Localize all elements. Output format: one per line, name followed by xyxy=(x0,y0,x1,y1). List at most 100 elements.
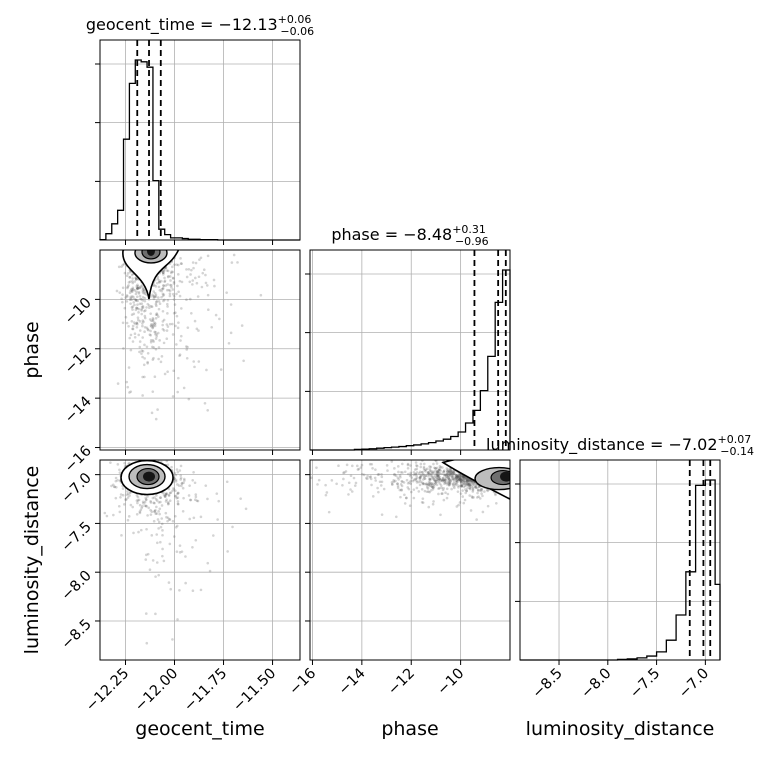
sample-point xyxy=(143,343,146,347)
sample-point xyxy=(378,480,382,484)
sample-point xyxy=(163,495,167,498)
sample-point xyxy=(232,253,236,257)
sample-point xyxy=(118,510,122,514)
sample-point xyxy=(191,279,195,282)
sample-point xyxy=(459,479,463,483)
sample-point xyxy=(174,495,178,498)
sample-point xyxy=(113,485,116,489)
sample-point xyxy=(369,475,372,478)
sample-point xyxy=(161,554,164,558)
sample-point xyxy=(136,499,140,502)
sample-point xyxy=(192,360,196,363)
sample-point xyxy=(360,463,364,467)
sample-point xyxy=(125,300,129,303)
sample-point xyxy=(434,481,437,485)
sample-point xyxy=(429,474,433,477)
sample-point xyxy=(140,297,143,301)
sample-point xyxy=(166,325,170,328)
sample-point xyxy=(434,481,438,485)
sample-point xyxy=(141,349,145,353)
sample-point xyxy=(206,254,210,258)
sample-point xyxy=(463,477,466,481)
sample-point xyxy=(422,472,425,476)
sample-point xyxy=(439,479,443,483)
sample-point xyxy=(136,287,139,290)
sample-point xyxy=(457,478,461,482)
sample-point xyxy=(139,297,142,301)
sample-point xyxy=(225,480,229,484)
sample-point xyxy=(431,477,435,480)
sample-point xyxy=(390,460,394,463)
sample-point xyxy=(429,482,433,485)
sample-point xyxy=(138,286,142,290)
sample-point xyxy=(400,479,403,483)
sample-point xyxy=(174,311,177,314)
sample-point xyxy=(132,321,136,324)
sample-point xyxy=(128,298,132,301)
sample-point xyxy=(192,471,195,474)
sample-point xyxy=(362,473,366,477)
sample-point xyxy=(459,492,463,495)
sample-point xyxy=(400,488,403,491)
sample-point xyxy=(458,473,462,477)
sample-point xyxy=(138,350,141,354)
sample-point xyxy=(167,494,171,497)
sample-point xyxy=(396,484,400,488)
sample-point xyxy=(155,333,159,336)
sample-point xyxy=(419,465,423,469)
sample-point xyxy=(468,487,472,491)
sample-point xyxy=(454,481,458,485)
sample-point xyxy=(121,493,125,497)
sample-point xyxy=(432,462,435,466)
sample-point xyxy=(142,320,145,324)
sample-point xyxy=(141,319,145,322)
sample-point xyxy=(431,484,434,487)
sample-point xyxy=(140,352,143,355)
sample-point xyxy=(179,476,183,480)
sample-point xyxy=(164,493,168,496)
sample-point xyxy=(469,481,473,484)
sample-point xyxy=(146,352,150,355)
sample-point xyxy=(464,476,468,480)
sample-point xyxy=(162,299,165,303)
sample-point xyxy=(126,492,130,496)
sample-point xyxy=(199,256,203,260)
sample-point xyxy=(120,534,123,537)
sample-point xyxy=(164,266,168,270)
sample-point xyxy=(422,475,426,479)
sample-point xyxy=(171,638,174,641)
sample-point xyxy=(154,285,158,288)
sample-point xyxy=(189,498,192,502)
sample-point xyxy=(478,489,482,492)
sample-point xyxy=(217,499,221,503)
sample-point xyxy=(150,325,153,328)
sample-point xyxy=(179,257,182,260)
sample-point xyxy=(128,291,132,295)
sample-point xyxy=(476,489,480,492)
sample-point xyxy=(421,482,425,486)
sample-point xyxy=(430,485,434,489)
sample-point xyxy=(131,308,134,311)
sample-point xyxy=(430,472,433,476)
sample-point xyxy=(425,490,429,494)
sample-point xyxy=(172,282,176,285)
sample-point xyxy=(192,516,196,520)
sample-point xyxy=(190,268,193,272)
sample-point xyxy=(123,461,126,465)
sample-point xyxy=(420,487,424,491)
sample-point xyxy=(145,345,149,349)
sample-point xyxy=(158,280,161,284)
sample-point xyxy=(350,490,354,493)
sample-point xyxy=(166,269,170,273)
sample-point xyxy=(421,478,425,481)
sample-point xyxy=(415,474,418,478)
sample-point xyxy=(142,288,146,292)
sample-point xyxy=(152,295,156,298)
sample-point xyxy=(434,479,437,483)
sample-point xyxy=(465,483,468,487)
sample-point xyxy=(455,476,459,479)
sample-point xyxy=(154,497,158,501)
sample-point xyxy=(452,478,455,481)
sample-point xyxy=(154,300,158,304)
pair-panel-geocent_time-luminosity_distance: −12.25 −12.00 −11.75 −11.50 −8.5 −8.0 −7.5 −7.0 xyxy=(59,459,301,715)
